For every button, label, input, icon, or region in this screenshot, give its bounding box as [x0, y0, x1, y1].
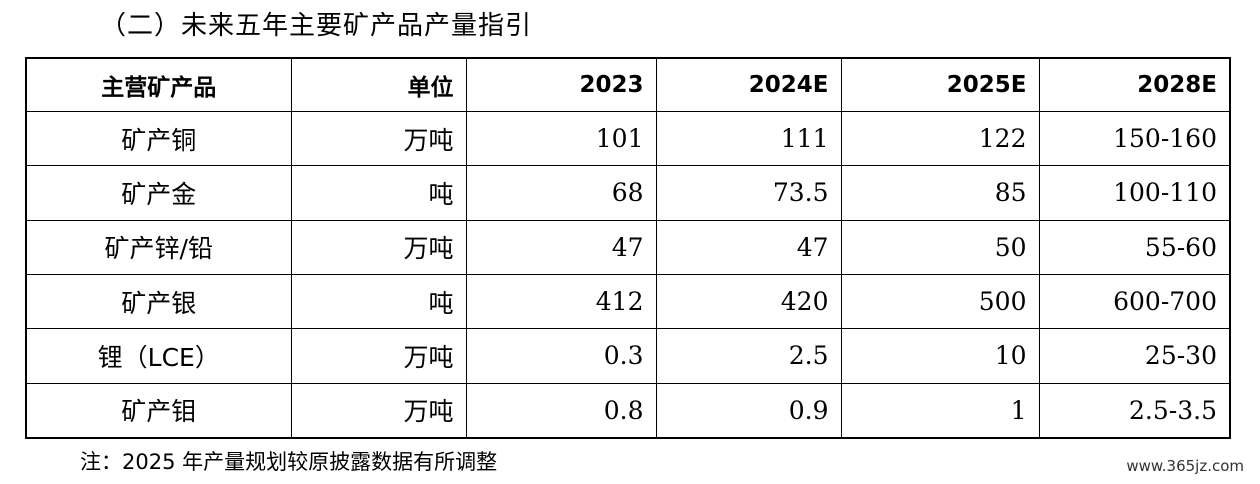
- cell-2023: 47: [465, 219, 657, 275]
- cell-2025e: 500: [840, 273, 1040, 330]
- cell-2024e: 111: [655, 110, 842, 167]
- cell-product: 矿产铜: [25, 110, 292, 167]
- cell-2023: 0.3: [465, 328, 657, 384]
- cell-product: 矿产银: [25, 273, 292, 330]
- header-2023: 2023: [465, 57, 657, 112]
- cell-2025e: 1: [840, 382, 1040, 439]
- cell-unit: 万吨: [290, 328, 467, 384]
- cell-2028e: 25-30: [1038, 328, 1231, 384]
- cell-2024e: 420: [655, 273, 842, 330]
- cell-2028e: 600-700: [1038, 273, 1231, 330]
- table-row: 矿产钼 万吨 0.8 0.9 1 2.5-3.5: [25, 382, 1231, 439]
- cell-2025e: 10: [840, 328, 1040, 384]
- cell-2023: 101: [465, 110, 657, 167]
- table-row: 矿产锌/铅 万吨 47 47 50 55-60: [25, 219, 1231, 275]
- cell-product: 矿产锌/铅: [25, 219, 292, 275]
- cell-2028e: 2.5-3.5: [1038, 382, 1231, 439]
- cell-2023: 0.8: [465, 382, 657, 439]
- header-2028e: 2028E: [1038, 57, 1231, 112]
- header-product: 主营矿产品: [25, 57, 292, 112]
- cell-2023: 68: [465, 165, 657, 221]
- cell-product: 矿产金: [25, 165, 292, 221]
- header-2025e: 2025E: [840, 57, 1040, 112]
- table-row: 矿产金 吨 68 73.5 85 100-110: [25, 165, 1231, 221]
- table-row: 锂（LCE） 万吨 0.3 2.5 10 25-30: [25, 328, 1231, 384]
- cell-2028e: 100-110: [1038, 165, 1231, 221]
- header-unit: 单位: [290, 57, 467, 112]
- cell-2024e: 2.5: [655, 328, 842, 384]
- cell-unit: 吨: [290, 165, 467, 221]
- cell-2024e: 47: [655, 219, 842, 275]
- cell-2023: 412: [465, 273, 657, 330]
- cell-unit: 万吨: [290, 219, 467, 275]
- header-2024e: 2024E: [655, 57, 842, 112]
- section-title: （二）未来五年主要矿产品产量指引: [100, 11, 533, 41]
- cell-unit: 万吨: [290, 110, 467, 167]
- cell-product: 锂（LCE）: [25, 328, 292, 384]
- production-guidance-table: 主营矿产品 单位 2023 2024E 2025E 2028E 矿产铜 万吨 1…: [25, 57, 1231, 439]
- table-footnote: 注：2025 年产量规划较原披露数据有所调整: [80, 450, 498, 474]
- cell-unit: 吨: [290, 273, 467, 330]
- table-row: 矿产银 吨 412 420 500 600-700: [25, 273, 1231, 330]
- table-header-row: 主营矿产品 单位 2023 2024E 2025E 2028E: [25, 57, 1231, 112]
- cell-2024e: 73.5: [655, 165, 842, 221]
- cell-2025e: 85: [840, 165, 1040, 221]
- cell-2024e: 0.9: [655, 382, 842, 439]
- cell-2028e: 55-60: [1038, 219, 1231, 275]
- cell-2025e: 122: [840, 110, 1040, 167]
- site-watermark: www.365jz.com: [1126, 457, 1244, 475]
- table-row: 矿产铜 万吨 101 111 122 150-160: [25, 110, 1231, 167]
- cell-unit: 万吨: [290, 382, 467, 439]
- cell-product: 矿产钼: [25, 382, 292, 439]
- cell-2028e: 150-160: [1038, 110, 1231, 167]
- cell-2025e: 50: [840, 219, 1040, 275]
